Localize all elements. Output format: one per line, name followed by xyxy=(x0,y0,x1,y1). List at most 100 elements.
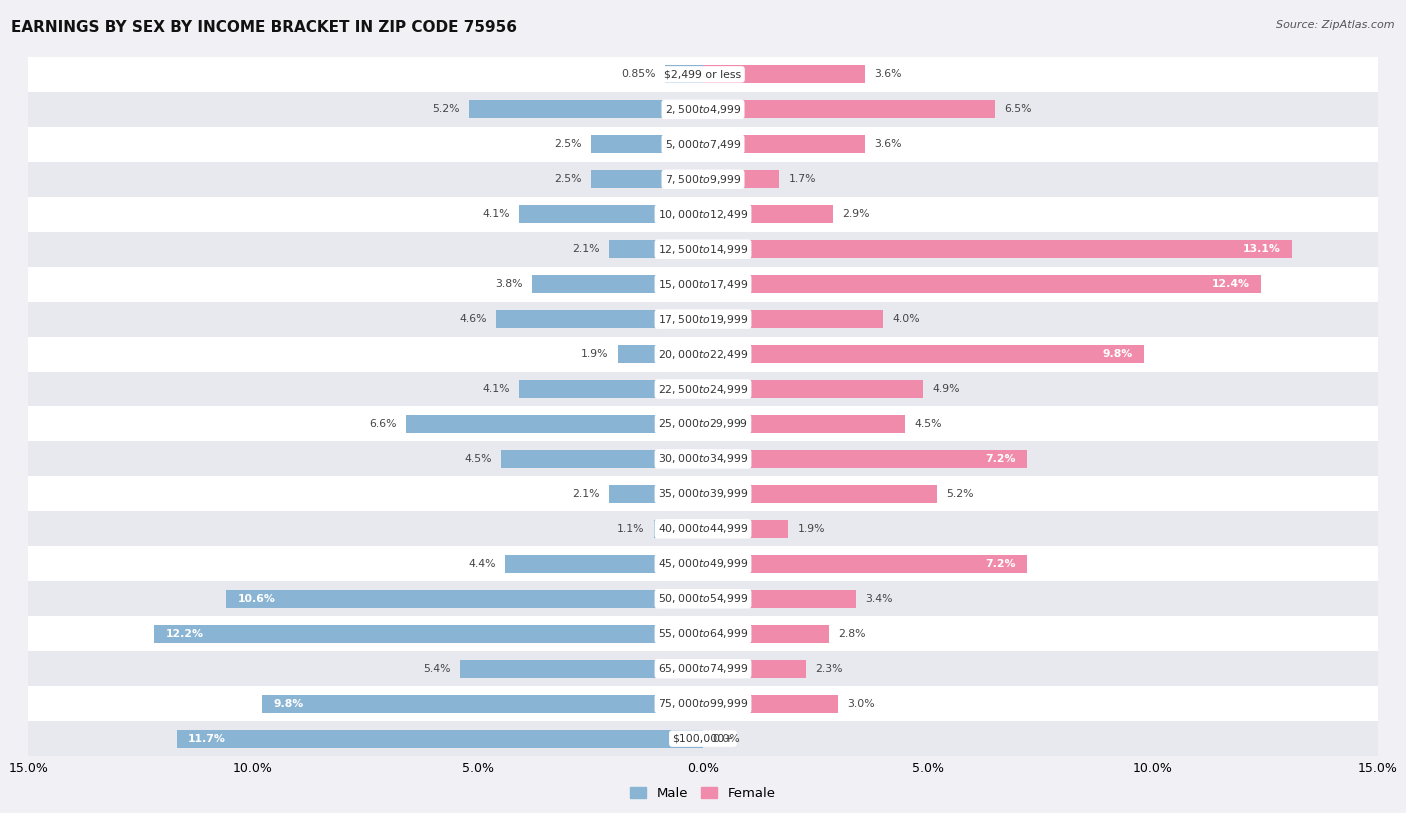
Bar xyxy=(703,659,807,678)
Bar xyxy=(703,100,995,119)
Text: 4.9%: 4.9% xyxy=(932,384,960,394)
Text: $40,000 to $44,999: $40,000 to $44,999 xyxy=(658,523,748,535)
Bar xyxy=(505,554,703,573)
Bar xyxy=(703,275,1261,293)
Text: $22,500 to $24,999: $22,500 to $24,999 xyxy=(658,383,748,395)
Text: 0.85%: 0.85% xyxy=(621,69,655,80)
Bar xyxy=(28,267,1378,302)
Text: 0.0%: 0.0% xyxy=(711,733,740,744)
Text: 13.1%: 13.1% xyxy=(1243,244,1281,254)
Bar xyxy=(28,441,1378,476)
Text: $50,000 to $54,999: $50,000 to $54,999 xyxy=(658,593,748,605)
Bar xyxy=(703,310,883,328)
Bar xyxy=(519,205,703,224)
Text: $2,499 or less: $2,499 or less xyxy=(665,69,741,80)
Text: 2.1%: 2.1% xyxy=(572,489,599,499)
Bar xyxy=(28,651,1378,686)
Bar xyxy=(460,659,703,678)
Bar xyxy=(28,92,1378,127)
Bar xyxy=(28,721,1378,756)
Bar xyxy=(28,511,1378,546)
Bar xyxy=(28,372,1378,406)
Text: 2.5%: 2.5% xyxy=(554,174,582,185)
Text: 4.1%: 4.1% xyxy=(482,384,509,394)
Bar xyxy=(591,170,703,189)
Text: 2.1%: 2.1% xyxy=(572,244,599,254)
Bar xyxy=(28,197,1378,232)
Bar xyxy=(703,170,779,189)
Text: 1.1%: 1.1% xyxy=(617,524,644,534)
Bar xyxy=(226,589,703,608)
Bar xyxy=(703,554,1026,573)
Bar xyxy=(28,337,1378,372)
Text: $65,000 to $74,999: $65,000 to $74,999 xyxy=(658,663,748,675)
Bar xyxy=(262,694,703,713)
Bar xyxy=(703,380,924,398)
Text: 4.5%: 4.5% xyxy=(464,454,492,464)
Bar xyxy=(496,310,703,328)
Text: $55,000 to $64,999: $55,000 to $64,999 xyxy=(658,628,748,640)
Text: 7.2%: 7.2% xyxy=(986,559,1015,569)
Bar xyxy=(28,616,1378,651)
Text: 9.8%: 9.8% xyxy=(273,698,304,709)
Text: $7,500 to $9,999: $7,500 to $9,999 xyxy=(665,173,741,185)
Bar xyxy=(703,240,1292,259)
Bar xyxy=(703,520,789,538)
Text: 4.6%: 4.6% xyxy=(460,314,486,324)
Text: 11.7%: 11.7% xyxy=(188,733,226,744)
Text: $75,000 to $99,999: $75,000 to $99,999 xyxy=(658,698,748,710)
Text: $15,000 to $17,499: $15,000 to $17,499 xyxy=(658,278,748,290)
Legend: Male, Female: Male, Female xyxy=(626,782,780,806)
Text: $20,000 to $22,499: $20,000 to $22,499 xyxy=(658,348,748,360)
Text: 12.2%: 12.2% xyxy=(166,628,204,639)
Text: Source: ZipAtlas.com: Source: ZipAtlas.com xyxy=(1277,20,1395,30)
Text: 4.1%: 4.1% xyxy=(482,209,509,220)
Bar xyxy=(654,520,703,538)
Bar xyxy=(617,345,703,363)
Text: EARNINGS BY SEX BY INCOME BRACKET IN ZIP CODE 75956: EARNINGS BY SEX BY INCOME BRACKET IN ZIP… xyxy=(11,20,517,35)
Bar xyxy=(28,546,1378,581)
Text: $17,500 to $19,999: $17,500 to $19,999 xyxy=(658,313,748,325)
Bar xyxy=(470,100,703,119)
Bar xyxy=(703,485,936,503)
Text: 1.9%: 1.9% xyxy=(797,524,825,534)
Bar xyxy=(519,380,703,398)
Bar xyxy=(28,581,1378,616)
Bar xyxy=(703,589,856,608)
Bar xyxy=(703,205,834,224)
Text: 3.4%: 3.4% xyxy=(865,593,893,604)
Text: 3.6%: 3.6% xyxy=(875,139,901,150)
Bar xyxy=(406,415,703,433)
Text: 5.2%: 5.2% xyxy=(946,489,973,499)
Bar xyxy=(703,345,1144,363)
Text: $10,000 to $12,499: $10,000 to $12,499 xyxy=(658,208,748,220)
Bar xyxy=(28,232,1378,267)
Text: 10.6%: 10.6% xyxy=(238,593,276,604)
Text: 2.3%: 2.3% xyxy=(815,663,844,674)
Text: 7.2%: 7.2% xyxy=(986,454,1015,464)
Text: $100,000+: $100,000+ xyxy=(672,733,734,744)
Text: 9.8%: 9.8% xyxy=(1102,349,1133,359)
Text: 4.0%: 4.0% xyxy=(891,314,920,324)
Text: $12,500 to $14,999: $12,500 to $14,999 xyxy=(658,243,748,255)
Bar xyxy=(177,729,703,748)
Bar xyxy=(531,275,703,293)
Text: 5.2%: 5.2% xyxy=(433,104,460,115)
Text: 2.9%: 2.9% xyxy=(842,209,870,220)
Bar xyxy=(28,302,1378,337)
Text: $2,500 to $4,999: $2,500 to $4,999 xyxy=(665,103,741,115)
Bar xyxy=(28,406,1378,441)
Bar xyxy=(665,65,703,84)
Text: 5.4%: 5.4% xyxy=(423,663,451,674)
Bar xyxy=(703,65,865,84)
Bar xyxy=(609,240,703,259)
Text: 3.0%: 3.0% xyxy=(846,698,875,709)
Bar xyxy=(703,135,865,154)
Bar xyxy=(28,162,1378,197)
Bar xyxy=(703,415,905,433)
Bar xyxy=(28,127,1378,162)
Text: 1.7%: 1.7% xyxy=(789,174,815,185)
Text: 6.5%: 6.5% xyxy=(1004,104,1032,115)
Bar xyxy=(703,694,838,713)
Text: 1.9%: 1.9% xyxy=(581,349,609,359)
